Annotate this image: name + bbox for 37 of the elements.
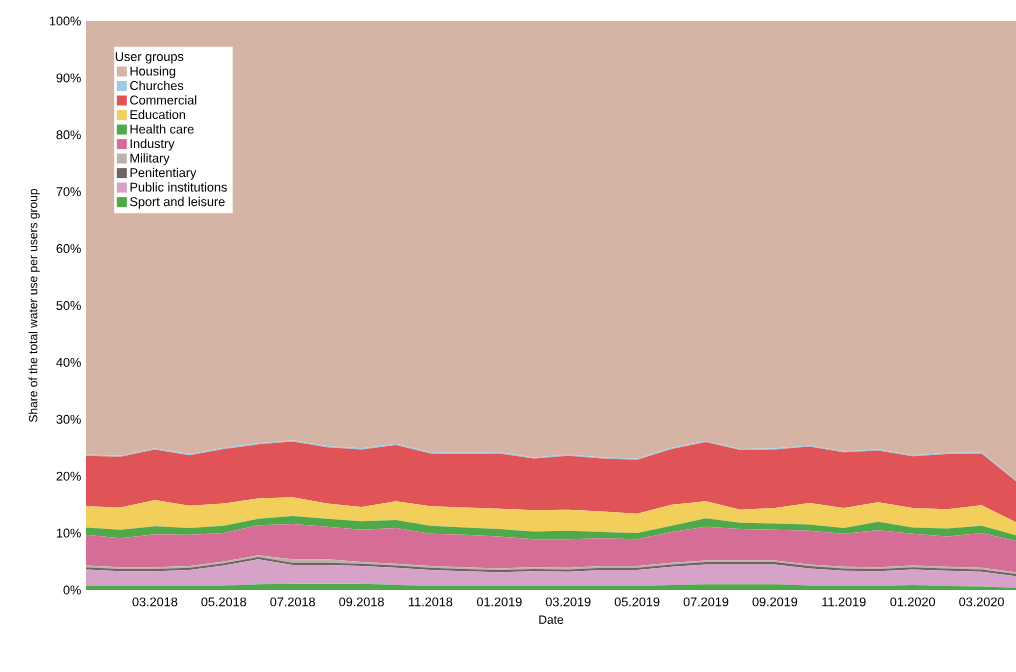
legend-label: Public institutions xyxy=(130,182,227,192)
y-tick-label: 50% xyxy=(56,301,81,310)
legend-label: Commercial xyxy=(130,95,197,105)
y-axis-title: Share of the total water use per users group xyxy=(28,188,40,423)
y-tick-label: 100% xyxy=(49,16,81,26)
legend-label: Military xyxy=(130,153,170,166)
x-tick-label: 05.2018 xyxy=(201,597,247,607)
y-tick-label: 20% xyxy=(56,471,81,481)
y-tick-label: 40% xyxy=(56,357,81,367)
x-tick-label: 09.2018 xyxy=(339,597,384,607)
y-tick-label: 60% xyxy=(56,244,81,254)
legend-label: Sport and leisure xyxy=(130,196,225,209)
y-tick-label: 30% xyxy=(56,414,81,424)
legend-label: Penitentiary xyxy=(130,167,197,180)
x-tick-label: 07.2019 xyxy=(683,597,729,607)
y-tick-label: 70% xyxy=(56,187,81,197)
x-tick-label: 01.2019 xyxy=(476,597,522,607)
x-tick-label: 03.2019 xyxy=(545,597,591,607)
legend-label: Churches xyxy=(130,80,184,91)
x-tick-label: 03.2018 xyxy=(132,597,178,607)
x-tick-label: 07.2018 xyxy=(270,597,316,607)
x-tick-label: 09.2019 xyxy=(752,597,798,607)
x-tick-label: 03.2020 xyxy=(959,597,1004,607)
y-tick-label: 10% xyxy=(56,528,81,538)
legend-title: User groups xyxy=(115,52,184,64)
y-tick-label: 0% xyxy=(63,585,81,595)
x-tick-label: 11.2019 xyxy=(822,597,866,607)
x-tick-label: 05.2019 xyxy=(614,597,660,607)
legend-label: Health care xyxy=(130,124,194,134)
legend-label: Education xyxy=(130,109,186,120)
x-tick-label: 01.2020 xyxy=(890,597,936,607)
legend-label: Industry xyxy=(130,138,175,151)
x-tick-label: 11.2018 xyxy=(408,597,453,607)
y-tick-label: 80% xyxy=(56,130,81,140)
y-tick-label: 90% xyxy=(56,73,81,83)
series-label: Housing xyxy=(130,66,176,79)
x-axis-title: Date xyxy=(539,615,564,624)
